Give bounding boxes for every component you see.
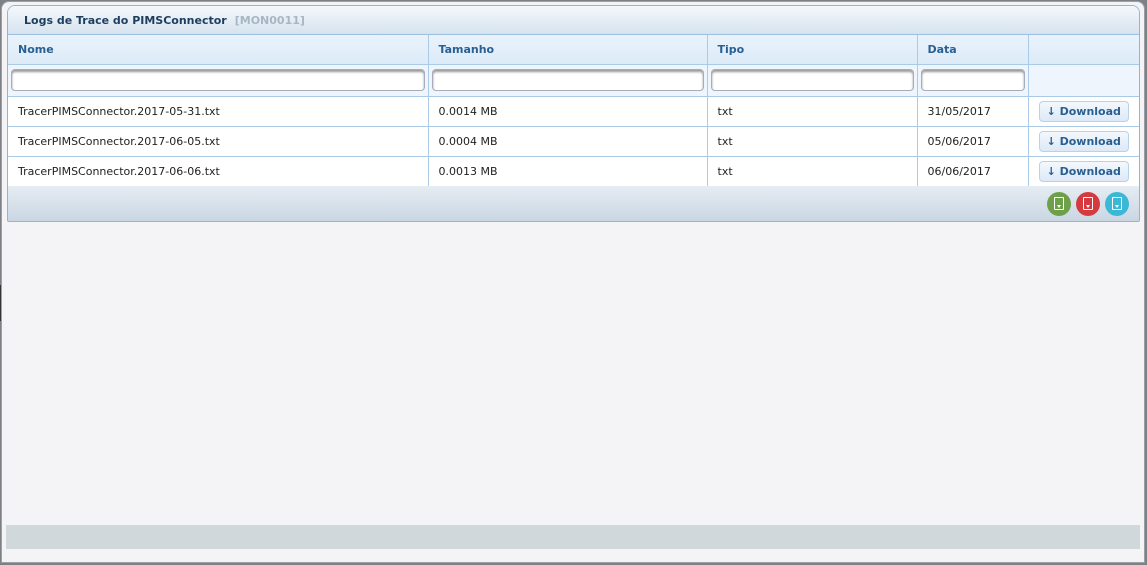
- cell-nome: TracerPIMSConnector.2017-06-05.txt: [8, 126, 429, 157]
- filter-tamanho-input[interactable]: [431, 69, 704, 91]
- table-row: TracerPIMSConnector.2017-06-06.txt 0.001…: [8, 156, 1139, 187]
- excel-export-icon[interactable]: [1047, 191, 1071, 216]
- filter-tipo-input[interactable]: [710, 69, 914, 91]
- bottom-bar: [6, 525, 1140, 549]
- trace-logs-panel: Logs de Trace do PIMSConnector [MON0011] …: [7, 5, 1140, 222]
- filter-data-input[interactable]: [920, 69, 1025, 91]
- cell-tamanho: 0.0004 MB: [428, 126, 708, 157]
- cell-nome: TracerPIMSConnector.2017-05-31.txt: [8, 96, 429, 127]
- download-button[interactable]: ↓ Download: [1038, 130, 1129, 152]
- cell-nome: TracerPIMSConnector.2017-06-06.txt: [8, 156, 429, 187]
- panel-code: [MON0011]: [234, 14, 305, 27]
- download-button[interactable]: ↓ Download: [1038, 160, 1129, 182]
- cell-tamanho: 0.0013 MB: [428, 156, 708, 187]
- column-header-tamanho[interactable]: Tamanho: [428, 35, 708, 65]
- pdf-export-icon[interactable]: [1076, 191, 1100, 216]
- column-header-tipo[interactable]: Tipo: [707, 35, 918, 65]
- cell-tipo: txt: [707, 156, 918, 187]
- table-row: TracerPIMSConnector.2017-06-05.txt 0.000…: [8, 126, 1139, 157]
- panel-header: Logs de Trace do PIMSConnector [MON0011]: [8, 6, 1139, 35]
- cell-data: 31/05/2017: [917, 96, 1029, 127]
- column-header-actions: [1028, 35, 1139, 65]
- cell-tipo: txt: [707, 96, 918, 127]
- panel-title: Logs de Trace do PIMSConnector: [24, 14, 227, 27]
- table-row: TracerPIMSConnector.2017-05-31.txt 0.001…: [8, 96, 1139, 127]
- cell-tamanho: 0.0014 MB: [428, 96, 708, 127]
- column-header-data[interactable]: Data: [917, 35, 1029, 65]
- filter-nome-input[interactable]: [11, 69, 425, 91]
- table-footer: [8, 186, 1139, 221]
- download-button[interactable]: ↓ Download: [1038, 100, 1129, 122]
- cell-data: 06/06/2017: [917, 156, 1029, 187]
- cell-tipo: txt: [707, 126, 918, 157]
- cell-data: 05/06/2017: [917, 126, 1029, 157]
- csv-export-icon[interactable]: [1105, 191, 1129, 216]
- column-header-nome[interactable]: Nome: [8, 35, 429, 65]
- logs-table: Nome Tamanho Tipo Data TracerPIMSConnect…: [8, 35, 1139, 187]
